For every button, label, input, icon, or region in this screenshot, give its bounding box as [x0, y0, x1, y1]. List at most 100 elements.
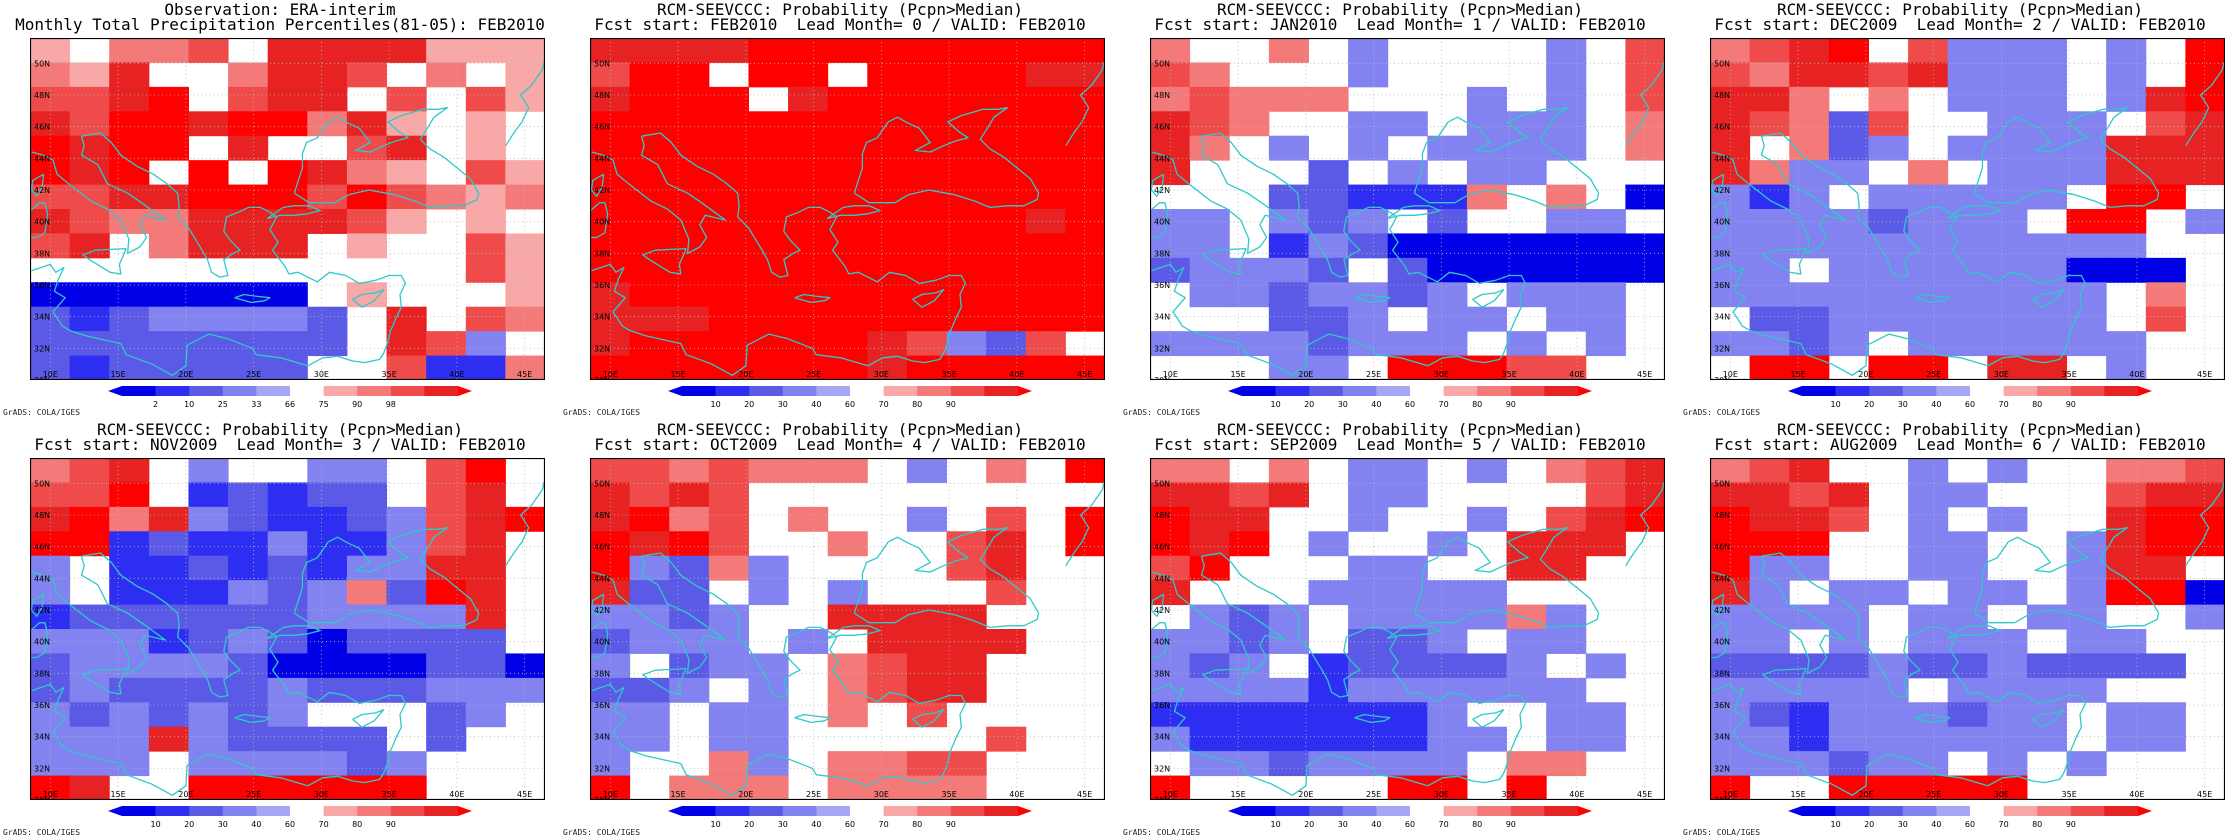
colorbar-segment [189, 806, 224, 816]
grid-cell [1710, 775, 1751, 800]
lat-label: 48N [594, 91, 610, 100]
grid-cell [2106, 726, 2147, 752]
lat-label: 50N [1154, 59, 1170, 68]
grid-cell [69, 702, 110, 728]
panel-title-line1: RCM-SEEVCCC: Probability (Pcpn>Median) [1776, 0, 2144, 19]
grid-cell [2026, 306, 2068, 332]
grid-cell [1947, 702, 1988, 728]
grid-cell [1348, 604, 1389, 630]
colorbar-segment [950, 806, 985, 816]
lon-label: 35E [382, 790, 397, 799]
coastlines [590, 476, 1105, 796]
grid-cell [2026, 604, 2068, 630]
grid-cell [1908, 775, 1949, 800]
coastline [591, 556, 727, 674]
grid-cell [1710, 331, 1751, 357]
colorbar-label: 30 [778, 400, 788, 409]
grid-cell [307, 580, 348, 606]
grid-cell [1348, 306, 1389, 332]
grid-cell [2026, 233, 2068, 259]
grid-cell [708, 531, 749, 557]
lat-label: 36N [1714, 281, 1730, 290]
grid-cell [2145, 111, 2186, 137]
grid-cell [1268, 86, 1309, 112]
grid-cell [986, 38, 1027, 63]
grid-cell [1427, 257, 1468, 283]
grid-cell [629, 677, 670, 703]
grid-cell [2026, 111, 2068, 137]
panel-lead-0: RCM-SEEVCCC: Probability (Pcpn>Median) F… [560, 0, 1120, 420]
grid-cell [1546, 257, 1587, 283]
grid-cell [1947, 555, 1988, 581]
grid-cell [1987, 702, 2028, 728]
grid-cell [986, 62, 1027, 88]
grid-cell [69, 86, 110, 112]
grid-cell [109, 506, 150, 532]
grid-cell [188, 531, 229, 557]
grid-cell [669, 62, 710, 88]
grid-cell [1868, 580, 1909, 606]
grid-cell [946, 184, 987, 210]
grid-cell [267, 38, 308, 63]
grid-cell [1427, 653, 1468, 679]
grid-cell [1065, 282, 1105, 308]
grid-cell [629, 62, 670, 88]
grid-cell [109, 86, 150, 112]
grid-cell [2066, 160, 2107, 186]
grid-cell [505, 184, 545, 210]
grid-cell [1749, 604, 1790, 630]
lon-label: 20E [178, 370, 193, 379]
grid-cell [1025, 38, 1066, 63]
grid-cell [1947, 726, 1988, 752]
grid-cell [1749, 38, 1790, 63]
grid-cell [1065, 160, 1105, 186]
grid-cell [946, 233, 987, 259]
grid-cell [1065, 135, 1105, 161]
grid-cell [1025, 209, 1066, 234]
coastline [31, 136, 167, 254]
grid-cell [307, 482, 348, 508]
grid-cell [2106, 257, 2147, 283]
lon-label: 30E [874, 790, 889, 799]
grid-cell [188, 555, 229, 581]
grid-cell [2145, 702, 2186, 728]
grid-cell [2066, 604, 2107, 630]
grid-cell [629, 580, 670, 606]
lon-label: 40E [449, 790, 464, 799]
grid-cell [148, 111, 189, 137]
lat-label: 34N [1714, 733, 1730, 742]
grid-cell [788, 184, 829, 210]
grid-cell [1789, 184, 1830, 210]
lat-label: 36N [34, 701, 50, 710]
grid-cell [426, 677, 467, 703]
colorbar-label: 20 [1304, 400, 1314, 409]
coastline [82, 667, 127, 695]
grid-cell [1025, 282, 1066, 308]
coastline [591, 136, 727, 254]
grid-cell [1025, 331, 1066, 357]
grid-cell [1625, 458, 1665, 483]
coastline [234, 713, 271, 724]
grid-cell [867, 209, 908, 234]
grid-cell [946, 677, 987, 703]
grid-cell [1268, 458, 1309, 483]
lon-label: 35E [1502, 370, 1517, 379]
grid-cell [109, 184, 150, 210]
grid-cell [2066, 306, 2107, 332]
grid-cell [2106, 331, 2147, 357]
coastline [794, 293, 831, 304]
panel-title-line2: Fcst start: FEB2010 Lead Month= 0 / VALI… [594, 15, 1086, 34]
grid-cell [346, 726, 388, 752]
grid-cell [827, 331, 868, 357]
grid-cell [1506, 282, 1547, 308]
grid-cell [2145, 458, 2186, 483]
colorbar-label: 70 [1439, 820, 1449, 829]
grid-cell [788, 160, 829, 186]
grid-cell [590, 111, 631, 137]
lat-label: 46N [1154, 123, 1170, 132]
grid-cell [1229, 506, 1270, 532]
grid-cell [228, 355, 269, 380]
grid-cell [1308, 282, 1349, 308]
panel-title-line2: Fcst start: DEC2009 Lead Month= 2 / VALI… [1714, 15, 2206, 34]
colorbar-arrow-high [2138, 806, 2152, 816]
